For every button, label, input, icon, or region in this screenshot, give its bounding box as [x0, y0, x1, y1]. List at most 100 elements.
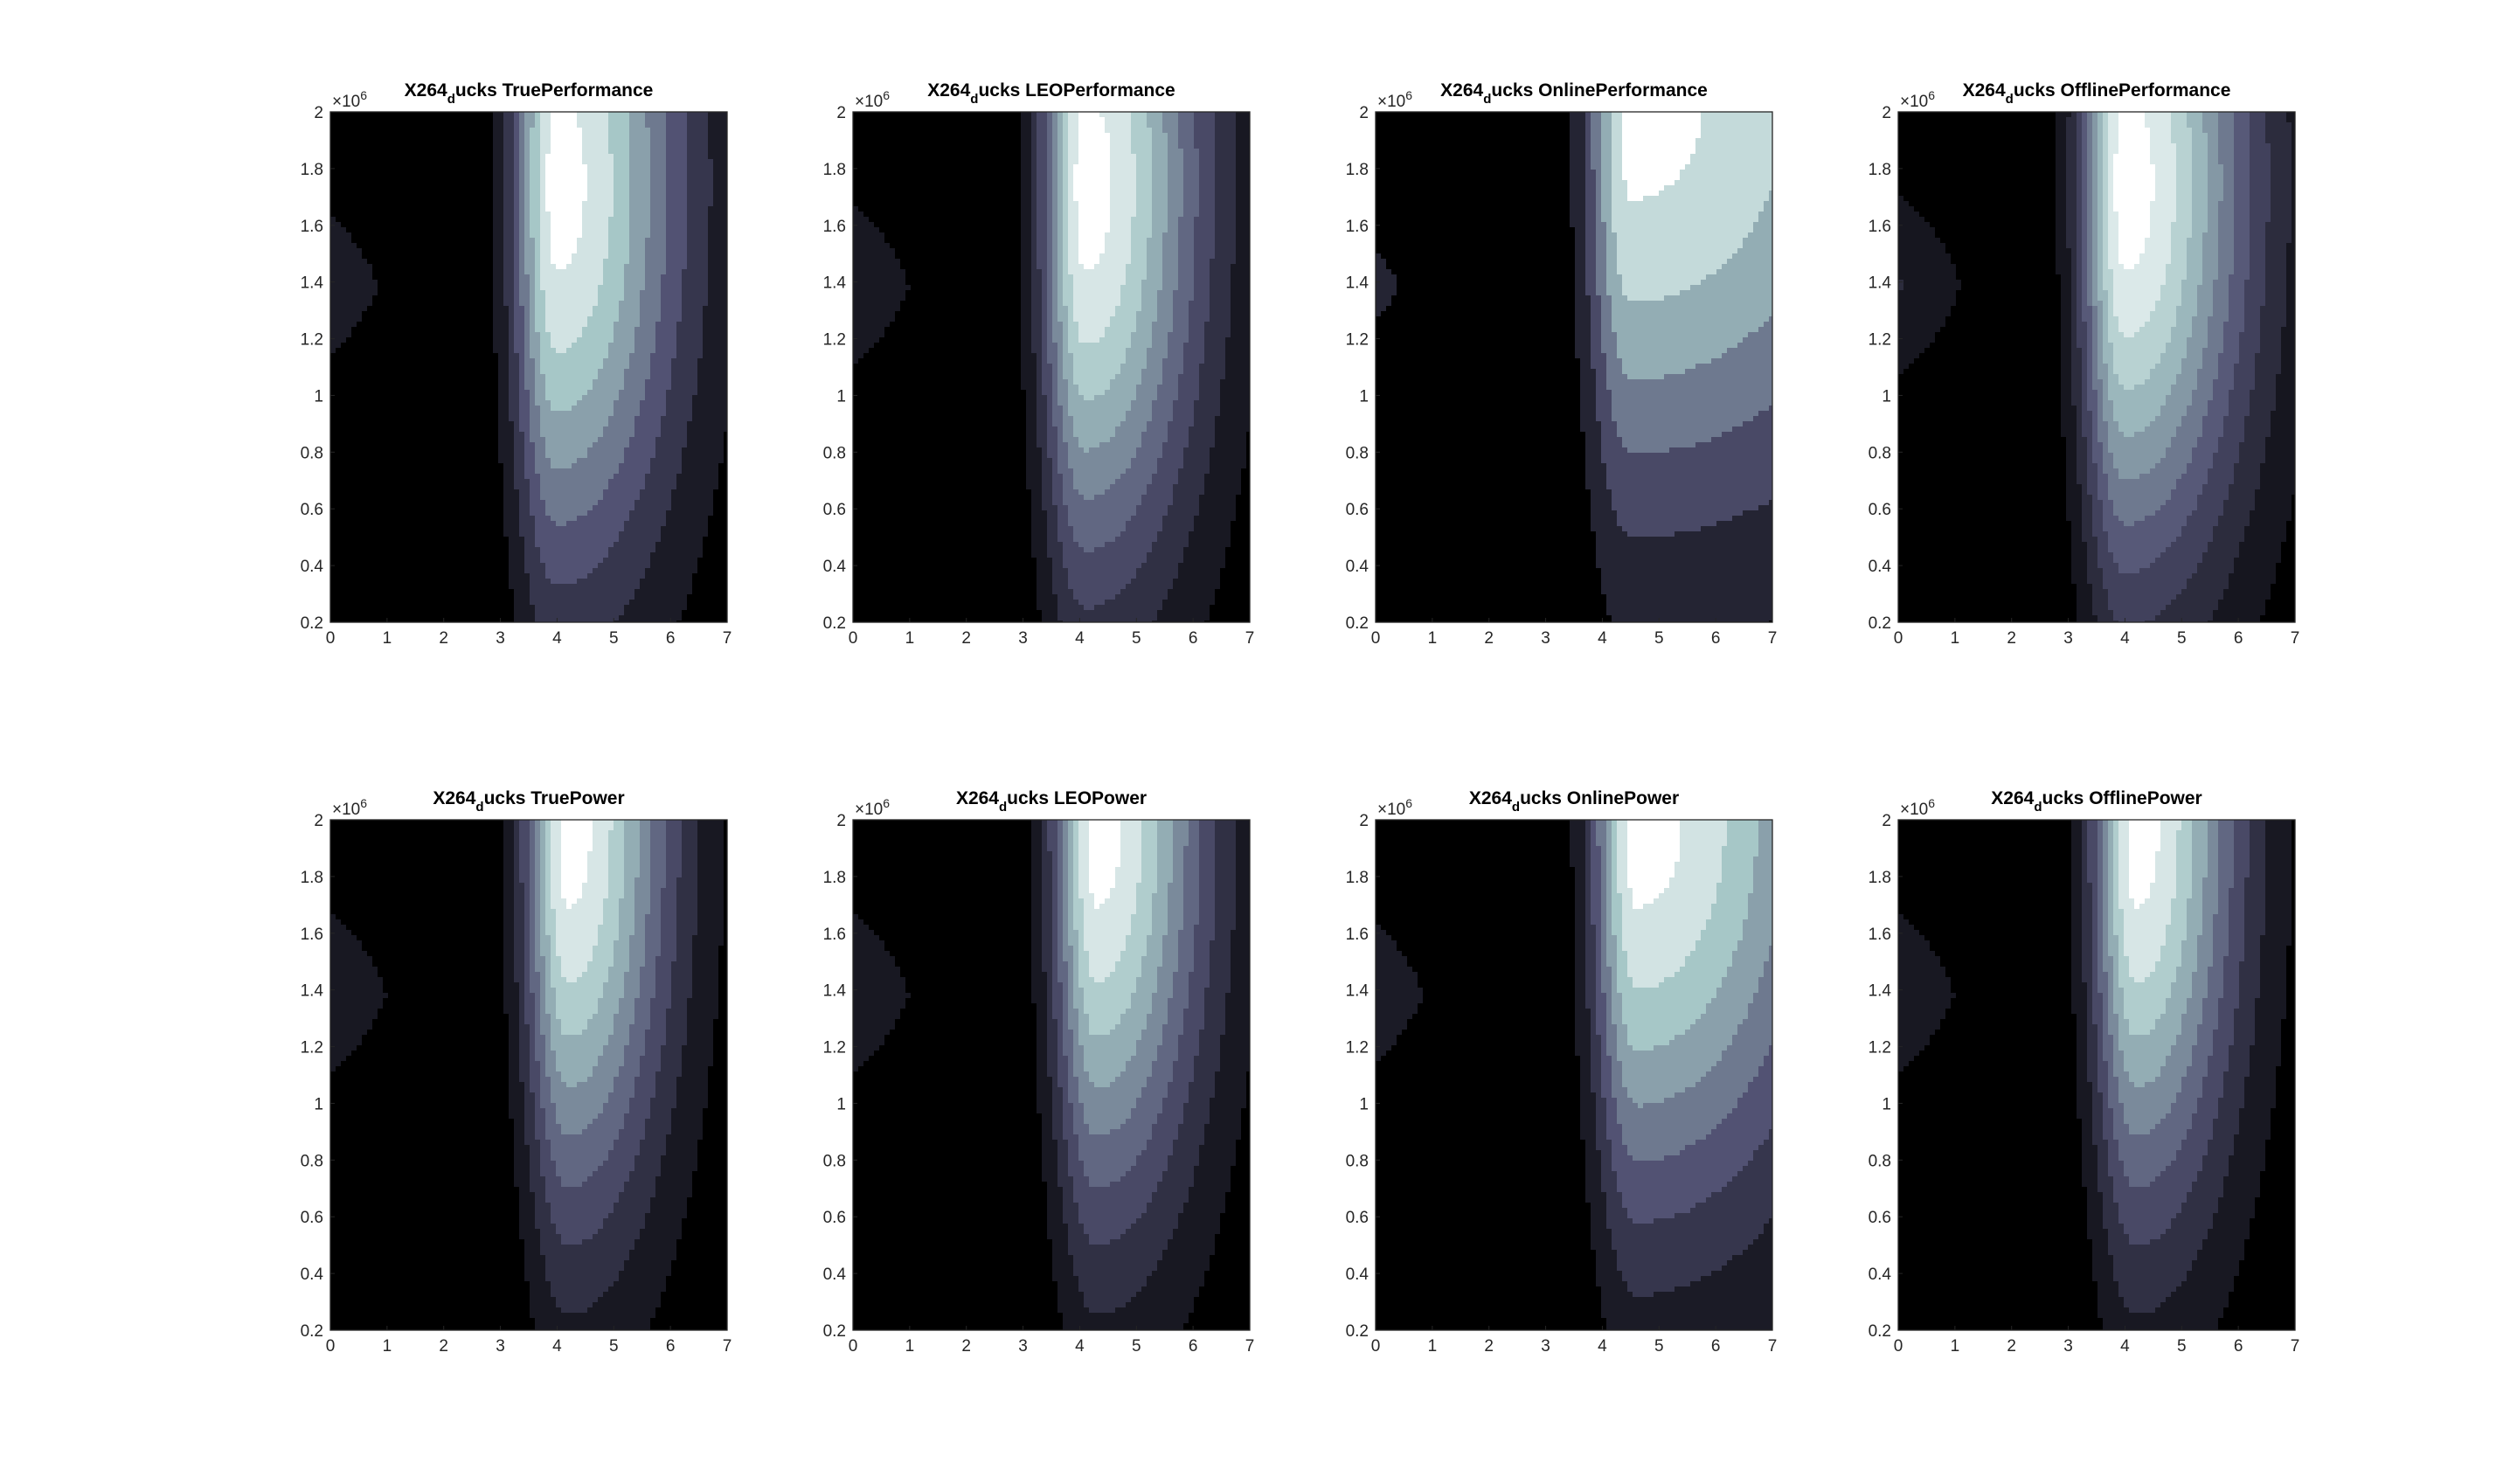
- y-tick-label: 2: [314, 104, 323, 122]
- contour-fill: [330, 820, 728, 1331]
- y-tick-label: 2: [314, 812, 323, 830]
- x-tick-label: 0: [1371, 1337, 1381, 1356]
- y-tick-label: 0.6: [301, 501, 323, 519]
- y-tick-label: 1: [836, 387, 846, 406]
- y-tick-label: 0.6: [1869, 1209, 1891, 1227]
- y-tick-label: 1.6: [1869, 218, 1891, 236]
- y-tick-label: 1.8: [1869, 161, 1891, 179]
- y-tick-label: 0.2: [301, 614, 323, 633]
- y-tick-label: 1.4: [1346, 274, 1369, 293]
- y-tick-label: 1: [1882, 1095, 1891, 1113]
- x-tick-label: 1: [1951, 1337, 1960, 1356]
- y-tick-label: 2: [1359, 104, 1369, 122]
- y-tick-label: 0.2: [1346, 614, 1369, 633]
- x-tick-label: 5: [1654, 629, 1664, 648]
- x-tick-label: 3: [2063, 1337, 2073, 1356]
- y-tick-label: 1.4: [1869, 274, 1892, 293]
- x-tick-label: 5: [1132, 629, 1141, 648]
- y-tick-label: 2: [1882, 104, 1891, 122]
- y-exponent-label: ×106: [1900, 796, 1935, 819]
- x-tick-label: 6: [2234, 629, 2243, 648]
- y-tick-label: 0.6: [1346, 501, 1369, 519]
- x-tick-label: 3: [2063, 629, 2073, 648]
- x-tick-label: 6: [1711, 1337, 1721, 1356]
- y-tick-label: 1.6: [823, 218, 846, 236]
- y-tick-label: 0.2: [1869, 614, 1891, 633]
- x-tick-label: 3: [496, 629, 505, 648]
- y-tick-label: 0.4: [1869, 558, 1892, 576]
- y-tick-label: 0.2: [301, 1322, 323, 1341]
- y-tick-label: 1.8: [301, 161, 323, 179]
- y-exponent-label: ×106: [1377, 796, 1412, 819]
- axes-title: X264ducks OfflinePerformance: [1963, 80, 2231, 107]
- y-tick-label: 1.2: [301, 331, 323, 350]
- axes-title: X264ducks LEOPower: [956, 788, 1147, 815]
- y-tick-label: 1.8: [1869, 869, 1891, 887]
- x-tick-label: 3: [1541, 1337, 1550, 1356]
- axes-title: X264ducks TruePower: [433, 788, 624, 815]
- y-tick-label: 1.4: [301, 982, 324, 1001]
- x-tick-label: 7: [2291, 1337, 2300, 1356]
- x-tick-label: 0: [849, 629, 858, 648]
- x-tick-label: 7: [1245, 629, 1255, 648]
- y-tick-label: 0.6: [301, 1209, 323, 1227]
- x-tick-label: 1: [905, 629, 915, 648]
- y-tick-label: 0.8: [301, 1152, 323, 1170]
- y-exponent-label: ×106: [332, 88, 367, 111]
- axes-title: X264ducks OnlinePerformance: [1440, 80, 1708, 107]
- x-tick-label: 7: [1768, 629, 1778, 648]
- y-tick-label: 1.8: [1346, 869, 1369, 887]
- contour-fill: [853, 112, 1251, 623]
- x-tick-label: 0: [849, 1337, 858, 1356]
- y-tick-label: 1.2: [1869, 331, 1891, 350]
- x-tick-label: 2: [439, 629, 448, 648]
- y-tick-label: 1.8: [823, 869, 846, 887]
- y-tick-label: 0.8: [1346, 444, 1369, 462]
- y-tick-label: 1: [1882, 387, 1891, 406]
- y-tick-label: 2: [1882, 812, 1891, 830]
- y-exponent-label: ×106: [1377, 88, 1412, 111]
- y-tick-label: 0.2: [823, 614, 846, 633]
- x-tick-label: 4: [552, 1337, 562, 1356]
- contour-panel-1: 0 1 2 3 4 5 6 70.20.40.60.811.21.41.61.82×106 X2…: [301, 80, 732, 648]
- x-tick-label: 5: [609, 1337, 619, 1356]
- x-tick-label: 5: [1654, 1337, 1664, 1356]
- y-tick-label: 1.4: [301, 274, 324, 293]
- y-tick-label: 0.2: [823, 1322, 846, 1341]
- x-tick-label: 1: [1428, 629, 1438, 648]
- y-tick-label: 2: [836, 812, 846, 830]
- x-tick-label: 7: [723, 629, 732, 648]
- y-tick-label: 1: [836, 1095, 846, 1113]
- y-exponent-label: ×106: [332, 796, 367, 819]
- y-tick-label: 1.2: [301, 1039, 323, 1058]
- y-tick-label: 0.4: [1869, 1266, 1892, 1284]
- y-tick-label: 0.6: [823, 1209, 846, 1227]
- x-tick-label: 1: [383, 1337, 392, 1356]
- y-tick-label: 1.4: [823, 274, 847, 293]
- y-tick-label: 1: [314, 1095, 323, 1113]
- y-tick-label: 0.6: [1869, 501, 1891, 519]
- y-exponent-label: ×106: [855, 796, 890, 819]
- x-tick-label: 5: [609, 629, 619, 648]
- x-tick-label: 5: [2177, 629, 2187, 648]
- y-tick-label: 0.4: [1346, 558, 1369, 576]
- x-tick-label: 0: [326, 629, 336, 648]
- y-tick-label: 1.6: [823, 926, 846, 944]
- y-exponent-label: ×106: [855, 88, 890, 111]
- x-tick-label: 7: [723, 1337, 732, 1356]
- y-tick-label: 0.4: [301, 558, 324, 576]
- x-tick-label: 0: [1894, 629, 1903, 648]
- y-tick-label: 0.8: [301, 444, 323, 462]
- y-exponent-label: ×106: [1900, 88, 1935, 111]
- y-tick-label: 0.2: [1346, 1322, 1369, 1341]
- y-tick-label: 0.4: [301, 1266, 324, 1284]
- y-tick-label: 0.8: [1869, 1152, 1891, 1170]
- contour-panel-5: 0 1 2 3 4 5 6 70.20.40.60.811.21.41.61.82×106 X2…: [301, 788, 732, 1356]
- x-tick-label: 7: [1245, 1337, 1255, 1356]
- x-tick-label: 4: [1075, 1337, 1085, 1356]
- x-tick-label: 3: [1541, 629, 1550, 648]
- y-tick-label: 1.2: [1869, 1039, 1891, 1058]
- x-tick-label: 3: [1018, 1337, 1028, 1356]
- y-tick-label: 1.4: [823, 982, 847, 1001]
